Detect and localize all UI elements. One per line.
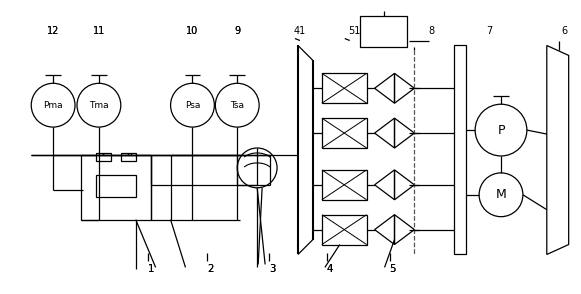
Bar: [454, 46, 466, 255]
Text: Tsa: Tsa: [230, 101, 244, 110]
Text: 8: 8: [428, 26, 435, 36]
Text: 1: 1: [148, 264, 154, 274]
Bar: [121, 153, 136, 161]
Text: 41: 41: [294, 26, 306, 36]
Text: 12: 12: [47, 26, 59, 36]
Text: 3: 3: [269, 264, 275, 274]
Text: 12: 12: [47, 26, 59, 36]
Text: 6: 6: [562, 26, 568, 36]
Text: 51: 51: [349, 26, 361, 36]
Bar: [322, 215, 367, 245]
Bar: [360, 16, 407, 47]
Text: 7: 7: [486, 26, 492, 36]
Text: 5: 5: [389, 264, 396, 274]
Text: M: M: [496, 188, 507, 201]
Bar: [322, 73, 367, 103]
Bar: [81, 155, 150, 220]
Bar: [96, 175, 136, 197]
Text: 4: 4: [327, 264, 333, 274]
Text: 9: 9: [234, 26, 241, 36]
Bar: [96, 153, 111, 161]
Text: Psa: Psa: [185, 101, 200, 110]
Text: 4: 4: [327, 264, 333, 274]
Text: 9: 9: [234, 26, 241, 36]
Text: 5: 5: [389, 264, 396, 274]
Text: 11: 11: [93, 26, 105, 36]
Bar: [322, 170, 367, 200]
Text: Tma: Tma: [89, 101, 109, 110]
Text: 10: 10: [187, 26, 199, 36]
Text: 1: 1: [148, 264, 154, 274]
Text: 11: 11: [93, 26, 105, 36]
Text: 3: 3: [269, 264, 275, 274]
Text: 2: 2: [207, 264, 214, 274]
Text: 2: 2: [207, 264, 213, 274]
Text: Pma: Pma: [44, 101, 63, 110]
Bar: [322, 118, 367, 148]
Text: 10: 10: [187, 26, 199, 36]
Text: P: P: [497, 123, 505, 137]
